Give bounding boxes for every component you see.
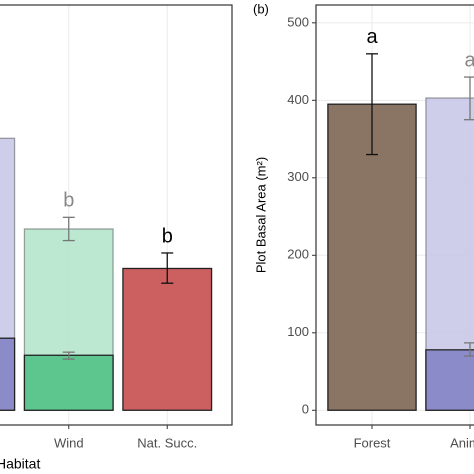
panel-border	[0, 4, 233, 426]
bar	[122, 267, 213, 411]
x-tick-label: Wind	[54, 435, 84, 450]
y-tick-label: 0	[302, 402, 309, 417]
y-tick-label: 300	[287, 169, 309, 184]
bar	[425, 349, 474, 411]
panel-label: (b)	[253, 1, 269, 16]
y-tick-label: 400	[287, 92, 309, 107]
x-tick-label: Forest	[354, 435, 391, 450]
bar	[0, 337, 16, 411]
y-tick-label: 200	[287, 247, 309, 262]
x-tick-label: Animal	[450, 435, 474, 450]
significance-letter: a	[366, 26, 378, 48]
y-axis-title: Plot Basal Area (m²)	[253, 157, 268, 273]
x-axis-title: Habitat	[0, 456, 40, 472]
significance-letter: b	[63, 190, 74, 212]
y-tick-label: 500	[287, 14, 309, 29]
significance-letter: a	[464, 49, 474, 71]
x-tick-label: Nat. Succ.	[137, 435, 197, 450]
y-tick-label: 100	[287, 324, 309, 339]
bar	[23, 354, 114, 411]
panel-border	[315, 4, 474, 426]
significance-letter: b	[162, 225, 173, 247]
